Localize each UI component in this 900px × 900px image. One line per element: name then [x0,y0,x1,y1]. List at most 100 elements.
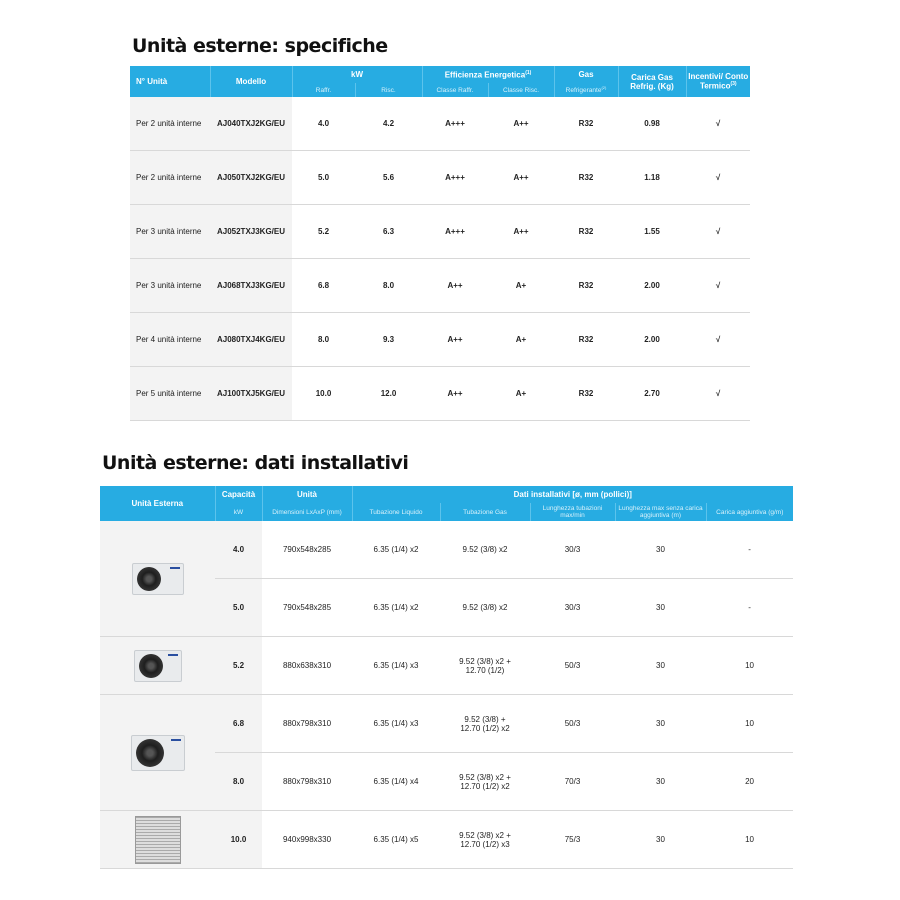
cell-carica-aggiuntiva: 10 [706,694,794,753]
cell-kw-risc: 4.2 [355,97,422,151]
cell-classe-raffr: A+++ [422,97,488,151]
header-dimensioni: Dimensioni LxAxP (mm) [261,503,352,521]
cell-dimensioni: 790x548x285 [262,521,352,579]
table-row: Per 4 unità interne AJ080TXJ4KG/EU 8.0 9.3 A… [130,312,751,367]
cell-carica: 2.70 [618,366,687,421]
cell-carica: 2.00 [618,258,687,313]
cell-liquido: 6.35 (1/4) x3 [352,636,440,695]
table-row: 6.8 880x798x310 6.35 (1/4) x3 9.52 (3/8) + … [100,694,794,811]
header-carica: Carica Gas Refrig. (Kg) [617,66,687,97]
cell-incentivi: √ [686,258,751,313]
cell-capacita: 5.2 [215,636,262,695]
header-dati: Dati installativi [ø, mm (pollici)] [351,486,794,503]
header-lunghezza: Lunghezza tubazioni max/min [529,503,615,521]
header-capacita: Capacità [214,486,262,503]
cell-modello: AJ080TXJ4KG/EU [210,312,292,367]
cell-lunghezza-max: 30 [615,636,706,695]
header-raffr: Raffr. [291,83,355,97]
header-kw: kW [291,66,422,83]
header-classe-raffr: Classe Raffr. [421,83,488,97]
cell-incentivi: √ [686,366,751,421]
cell-capacita: 8.0 [215,752,262,811]
header-n-unita: N° Unità [130,66,210,97]
cell-lunghezza: 70/3 [530,752,615,811]
cell-tubazione-gas: 9.52 (3/8) x2 [440,578,530,637]
header-kw: kW [214,503,262,521]
outdoor-unit-icon [133,649,182,682]
cell-lunghezza-max: 30 [615,694,706,753]
table-row: Per 2 unità interne AJ040TXJ2KG/EU 4.0 4.2 A… [130,97,751,151]
cell-dimensioni: 790x548x285 [262,578,352,637]
cell-lunghezza-max: 30 [615,810,706,869]
cell-kw-raffr: 6.8 [292,258,355,313]
cell-gas: R32 [554,97,619,151]
cell-carica-aggiuntiva: 10 [706,636,794,695]
specs-table: N° Unità Modello kW Efficienza Energetic… [130,66,751,421]
cell-lunghezza: 75/3 [530,810,615,869]
cell-capacita: 10.0 [215,810,262,869]
cell-kw-risc: 8.0 [355,258,422,313]
install-table: Unità Esterna Capacità Unità Dati instal… [100,486,794,869]
cell-kw-raffr: 5.2 [292,204,355,259]
table-row: Per 2 unità interne AJ050TXJ2KG/EU 5.0 5.6 A… [130,150,751,205]
cell-liquido: 6.35 (1/4) x2 [352,578,440,637]
header-incentivi: Incentivi/ Conto Termico(3) [685,66,751,97]
cell-modello: AJ050TXJ2KG/EU [210,150,292,205]
cell-classe-raffr: A++ [422,312,488,367]
cell-dimensioni: 940x998x330 [262,810,352,869]
cell-carica: 1.55 [618,204,687,259]
cell-classe-raffr: A+++ [422,204,488,259]
header-unita: Unità [261,486,352,503]
table-row: 4.0 790x548x285 6.35 (1/4) x2 9.52 (3/8) x2… [100,521,794,637]
cell-carica-aggiuntiva: 20 [706,752,794,811]
cell-kw-risc: 5.6 [355,150,422,205]
cell-gas: R32 [554,150,619,205]
table-row: 10.0 940x998x330 6.35 (1/4) x5 9.52 (3/8) x… [100,810,794,869]
cell-liquido: 6.35 (1/4) x3 [352,694,440,753]
specs-title: Unità esterne: specifiche [132,35,388,57]
outdoor-unit-image [100,810,215,869]
cell-lunghezza-max: 30 [615,521,706,579]
header-unita-esterna: Unità Esterna [100,486,215,521]
cell-liquido: 6.35 (1/4) x2 [352,521,440,579]
cell-capacita: 6.8 [215,694,262,753]
cell-kw-risc: 12.0 [355,366,422,421]
table-row: Per 3 unità interne AJ052TXJ3KG/EU 5.2 6.3 A… [130,204,751,259]
cell-lunghezza-max: 30 [615,578,706,637]
cell-classe-risc: A++ [488,204,555,259]
cell-liquido: 6.35 (1/4) x5 [352,810,440,869]
cell-capacita: 4.0 [215,521,262,579]
cell-classe-risc: A+ [488,258,555,313]
cell-lunghezza: 30/3 [530,521,615,579]
cell-n-unita: Per 2 unità interne [130,97,210,151]
install-title: Unità esterne: dati installativi [102,452,409,474]
header-gas: Gas [553,66,619,83]
table-row: Per 3 unità interne AJ068TXJ3KG/EU 6.8 8.0 A… [130,258,751,313]
cell-dimensioni: 880x798x310 [262,752,352,811]
cell-gas: R32 [554,258,619,313]
cell-carica-aggiuntiva: - [706,578,794,637]
cell-classe-raffr: A++ [422,258,488,313]
cell-classe-risc: A+ [488,366,555,421]
cell-tubazione-gas: 9.52 (3/8) x2 + 12.70 (1/2) [440,636,530,695]
cell-tubazione-gas: 9.52 (3/8) x2 [440,521,530,579]
cell-incentivi: √ [686,97,751,151]
outdoor-unit-icon [134,815,181,864]
cell-incentivi: √ [686,150,751,205]
table-row: 8.0 880x798x310 6.35 (1/4) x4 9.52 (3/8) x2… [100,752,794,811]
cell-gas: R32 [554,312,619,367]
cell-kw-raffr: 5.0 [292,150,355,205]
header-classe-risc: Classe Risc. [487,83,555,97]
header-liquido: Tubazione Liquido [351,503,440,521]
cell-gas: R32 [554,204,619,259]
cell-kw-raffr: 10.0 [292,366,355,421]
header-lunghezza-max: Lunghezza max senza carica aggiuntiva (m… [614,503,706,521]
cell-classe-risc: A++ [488,97,555,151]
cell-incentivi: √ [686,204,751,259]
cell-kw-raffr: 4.0 [292,97,355,151]
cell-tubazione-gas: 9.52 (3/8) x2 + 12.70 (1/2) x2 [440,752,530,811]
cell-carica-aggiuntiva: 10 [706,810,794,869]
cell-n-unita: Per 2 unità interne [130,150,210,205]
outdoor-unit-image [100,636,215,695]
cell-classe-raffr: A++ [422,366,488,421]
